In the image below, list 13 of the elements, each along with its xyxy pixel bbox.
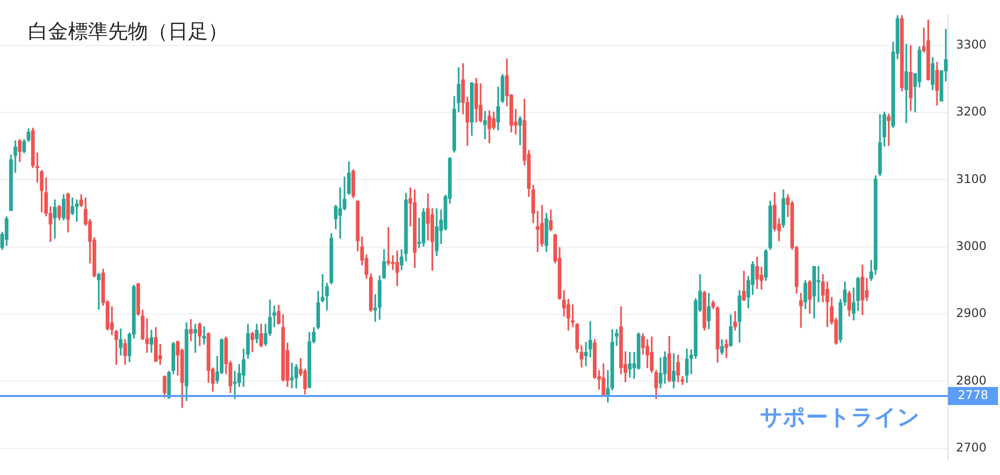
y-tick-label: 2900 — [956, 306, 987, 320]
candlestick — [483, 110, 487, 140]
y-tick-label: 3200 — [956, 104, 987, 119]
candlestick — [816, 266, 820, 302]
ref-line-label: サポートライン — [760, 406, 920, 431]
text: 2778 — [958, 388, 988, 402]
candlestick — [799, 292, 803, 328]
y-tick-label: 3100 — [956, 172, 987, 186]
chart-title: 白金標準先物（日足） — [28, 19, 228, 44]
y-tick-label: 2700 — [956, 440, 987, 455]
y-tick-label: 3000 — [956, 239, 987, 254]
y-tick-label: 3300 — [956, 38, 987, 52]
y-tick-label: 2800 — [956, 373, 987, 388]
